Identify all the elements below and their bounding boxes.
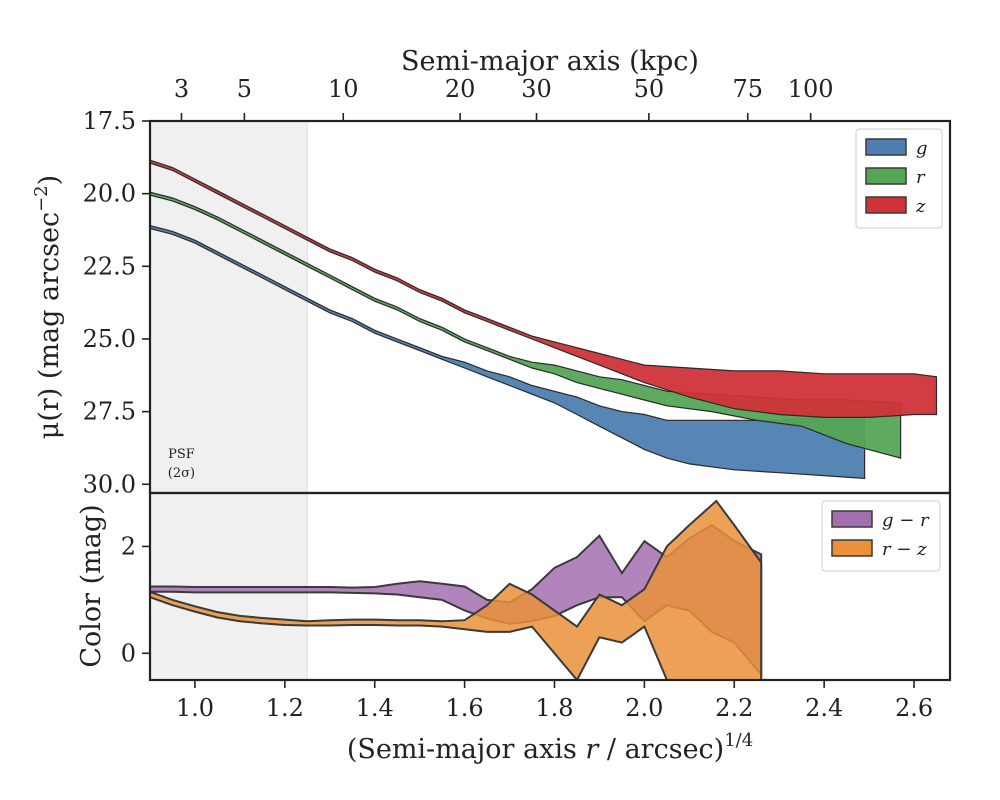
legend-swatch-g-minus-r [831,510,873,528]
top-axis-title: Semi-major axis (kpc) [401,46,699,77]
top-xtick-label: 20 [445,75,476,103]
psf-sigma-label: (2σ) [168,466,195,481]
top-ytick-label: 25.0 [83,325,136,353]
bottom-xtick-label: 1.0 [176,694,214,722]
legend-label-r-minus-z: r − z [882,539,927,560]
bottom-xlabel: (Semi-major axis r / arcsec)1/4 [347,730,753,765]
legend-label-g-minus-r: g − r [882,510,930,531]
top-xtick-label: 50 [634,75,665,103]
ylabel-mu: μ(r) (mag arcsec [34,212,65,439]
top-ytick-label: 30.0 [83,470,136,498]
xlabel-rest: / arcsec) [598,734,724,765]
top-xtick-label: 100 [788,75,834,103]
top-ytick-label: 27.5 [83,398,136,426]
legend-swatch-g [865,138,907,156]
top-xtick-label: 75 [732,75,763,103]
psf-label: PSF [168,447,195,462]
xlabel-prefix: (Semi-major axis [347,734,586,765]
psf-region-top [150,121,308,493]
top-panel-ylabel: μ(r) (mag arcsec−2) [31,175,65,439]
axis-ticks: 17.5 20.0 22.5 25.0 27.5 30.0 3 5 10 20 30 50 75 100 0… [83,75,934,722]
xlabel-r: r [585,734,600,765]
bottom-panel-ylabel: Color (mag) [76,504,107,667]
legend-label-r: r [916,167,926,188]
bottom-xtick-label: 2.4 [805,694,843,722]
top-ytick-label: 17.5 [83,107,136,135]
legend-swatch-r-minus-z [831,539,873,557]
legend-swatch-r [865,167,907,185]
top-xtick-label: 3 [174,75,189,103]
legend-label-g: g [916,138,928,159]
bottom-xtick-label: 1.8 [535,694,573,722]
top-ytick-label: 20.0 [83,180,136,208]
band-r [150,191,902,459]
ylabel-sup: −2 [31,185,52,212]
bottom-xtick-label: 1.2 [266,694,304,722]
xlabel-sup: 1/4 [724,730,753,751]
legend-label-z: z [915,196,926,217]
top-xtick-label: 5 [237,75,252,103]
top-panel-series [150,159,938,480]
bottom-ytick-label: 2 [121,532,136,560]
bottom-xtick-label: 1.6 [446,694,484,722]
legend-swatch-z [865,196,907,214]
bottom-legend: g − r r − z [821,500,941,572]
bottom-panel-frame [148,491,952,682]
top-ytick-label: 22.5 [83,252,136,280]
band-z [150,159,938,418]
top-xtick-label: 10 [328,75,359,103]
bottom-ytick-label: 0 [121,639,136,667]
ylabel-close: ) [34,175,65,186]
top-legend: grz [855,128,943,229]
top-xtick-label: 30 [521,75,552,103]
bottom-xtick-label: 2.6 [895,694,933,722]
bottom-panel-series [150,499,763,680]
band-r-minus-z [150,499,763,680]
bottom-xtick-label: 2.2 [715,694,753,722]
bottom-xtick-label: 1.4 [356,694,394,722]
band-g [150,224,866,480]
bottom-xtick-label: 2.0 [625,694,663,722]
